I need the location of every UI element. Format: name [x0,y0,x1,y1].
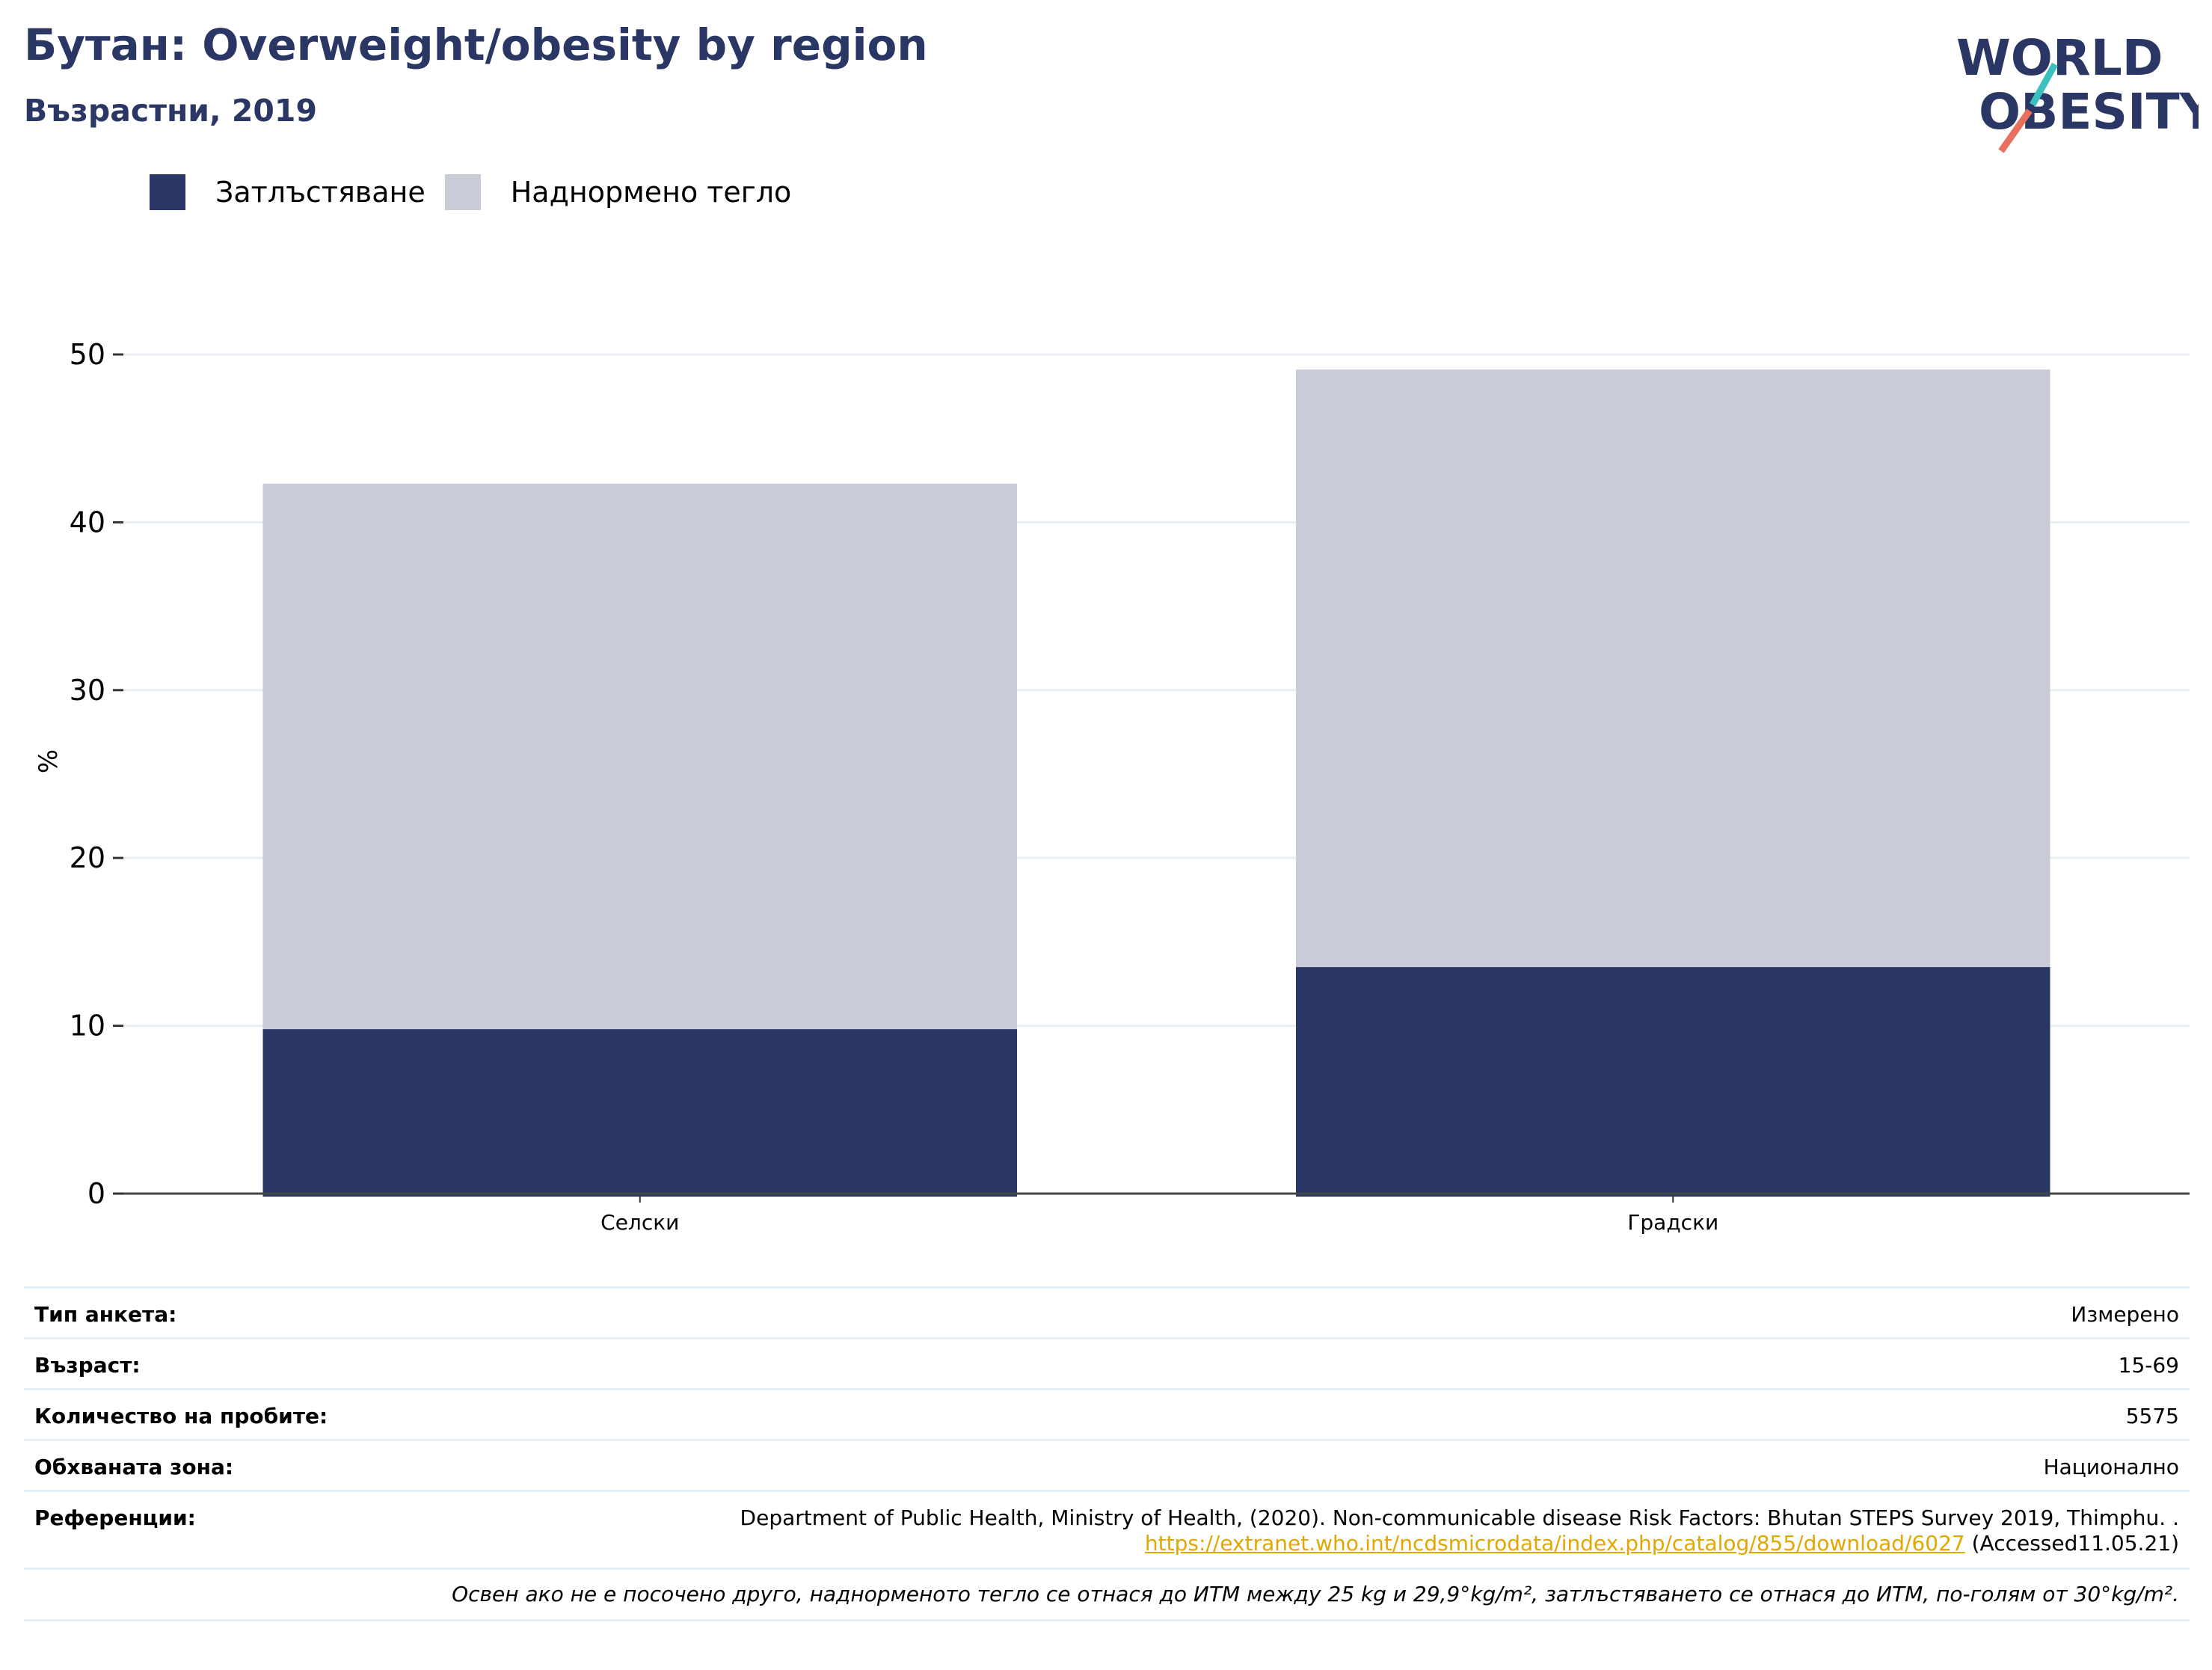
references-label: Референции: [34,1505,196,1530]
y-tick-label: 30 [70,674,105,707]
reference-link[interactable]: https://extranet.who.int/ncdsmicrodata/i… [1144,1531,1965,1556]
chart-subtitle: Възрастни, 2019 [24,93,317,129]
legend-item-obesity: Затлъстяване [150,174,425,210]
legend-swatch-overweight [444,174,481,210]
info-row-age: Възраст: 15-69 [24,1337,2190,1388]
coverage-label: Обхваната зона: [34,1455,234,1479]
bar-obesity-0 [262,1029,1017,1197]
logo-slash-teal-line [2030,62,2058,107]
reference-text: Department of Public Health, Ministry of… [740,1505,2179,1530]
references-value: Department of Public Health, Ministry of… [740,1505,2179,1556]
logo-slash-coral-line [1998,108,2033,153]
reference-link-line: https://extranet.who.int/ncdsmicrodata/i… [740,1531,2179,1556]
chart-title: Бутан: Overweight/obesity by region [24,19,928,70]
survey-info-table: Тип анкета: Измерено Възраст: 15-69 Коли… [24,1286,2190,1621]
age-value: 15-69 [2118,1353,2179,1378]
sample-size-value: 5575 [2125,1404,2179,1428]
logo-word-world: WORLD [1956,29,2163,87]
y-tick-label: 40 [70,506,105,538]
age-label: Възраст: [34,1353,141,1378]
x-tick-label: Градски [1627,1210,1718,1235]
survey-type-label: Тип анкета: [34,1302,177,1327]
info-row-sample-size: Количество на пробите: 5575 [24,1388,2190,1439]
bmi-definition-note: Освен ако не е посочено друго, наднормен… [24,1568,2190,1621]
legend-label-obesity: Затлъстяване [215,176,425,209]
world-obesity-logo: WORLD OBESITY [1956,29,2199,153]
y-tick-label: 10 [70,1010,105,1043]
reference-accessed: (Accessed11.05.21) [1964,1531,2179,1556]
chart-legend: Затлъстяване Наднормено тегло [150,172,811,212]
x-tick-label: Селски [600,1210,679,1235]
sample-size-label: Количество на пробите: [34,1404,328,1428]
info-row-coverage: Обхваната зона: Национално [24,1439,2190,1490]
info-row-survey-type: Тип анкета: Измерено [24,1286,2190,1337]
survey-type-value: Измерено [2071,1302,2179,1327]
coverage-value: Национално [2043,1455,2179,1479]
bar-chart: 0 10 20 30 40 50% Селски Градски [34,338,2190,1235]
y-tick-label: 50 [70,338,105,371]
bar-overweight-0 [262,483,1017,1030]
bar-overweight-1 [1296,369,2050,968]
y-tick-label: 0 [87,1177,105,1210]
info-row-references: Референции: Department of Public Health,… [24,1490,2190,1568]
bar-obesity-1 [1296,967,2050,1197]
y-tick-label: 20 [70,841,105,874]
legend-label-overweight: Наднормено тегло [510,176,792,209]
legend-item-overweight: Наднормено тегло [444,174,792,210]
legend-swatch-obesity [150,174,185,210]
y-axis-label: % [34,749,64,773]
